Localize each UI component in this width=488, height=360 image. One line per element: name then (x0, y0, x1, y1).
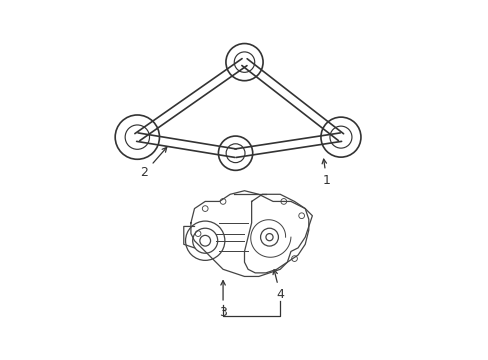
Text: 1: 1 (322, 159, 330, 186)
Text: 4: 4 (272, 270, 284, 301)
Text: 2: 2 (140, 148, 166, 179)
Text: 3: 3 (219, 281, 226, 319)
